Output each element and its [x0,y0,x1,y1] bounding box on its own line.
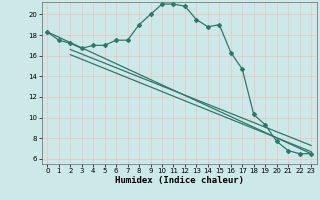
X-axis label: Humidex (Indice chaleur): Humidex (Indice chaleur) [115,176,244,185]
